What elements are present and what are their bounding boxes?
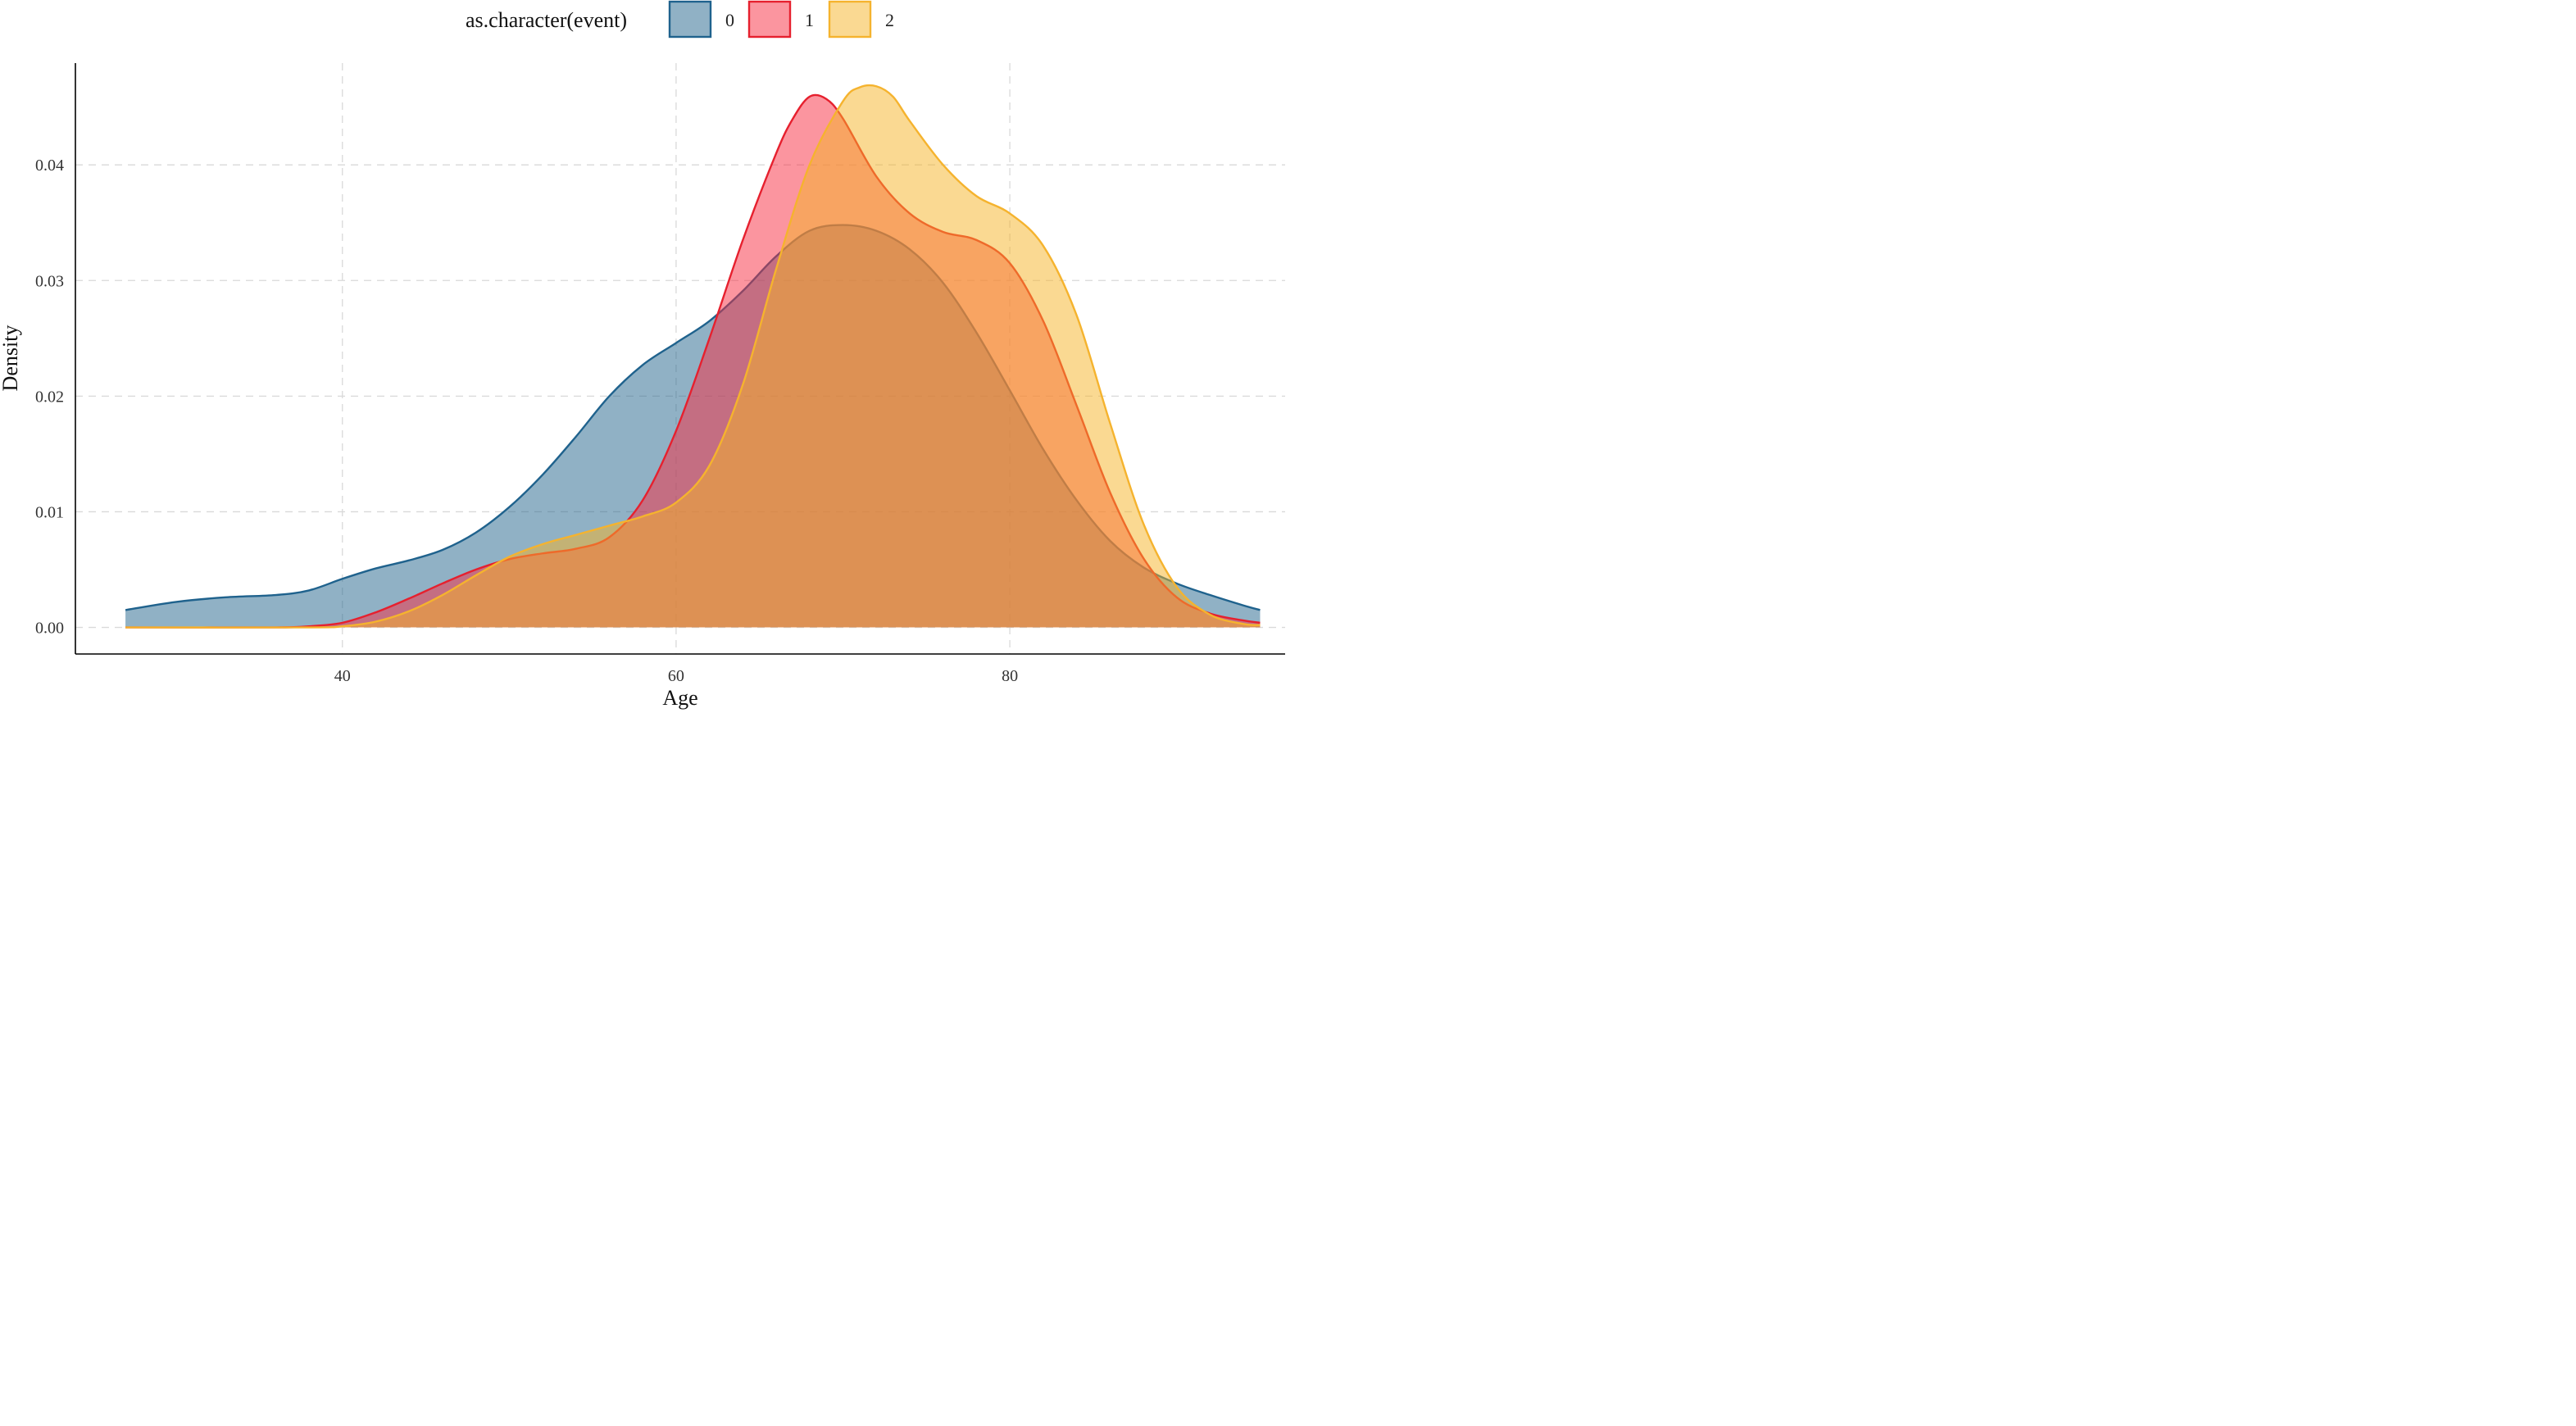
legend-label-2: 2 [885,10,894,30]
y-tick-label: 0.03 [35,272,64,290]
x-axis-title: Age [662,686,697,710]
y-ticks: 0.00 0.01 0.02 0.03 0.04 [35,157,64,637]
x-tick-label: 60 [668,667,684,685]
y-axis-title: Density [0,325,22,392]
density-line-2 [125,84,1261,629]
density-area-2 [125,85,1261,628]
y-tick-label: 0.00 [35,620,64,638]
x-ticks: 40 60 80 [334,667,1018,685]
x-tick-label: 80 [1002,667,1018,685]
x-tick-label: 40 [334,667,351,685]
legend-key-2 [828,0,872,39]
plot-area: 40 60 80 0.00 0.01 0.02 0.03 0.04 [35,63,1285,685]
legend: as.character(event) 0 1 2 [466,0,894,39]
legend-key-1 [747,0,792,39]
y-tick-label: 0.01 [35,503,64,521]
legend-key-0 [668,0,712,39]
legend-title: as.character(event) [466,8,627,32]
legend-label-0: 0 [725,10,734,30]
legend-entries: 0 1 2 [668,0,894,39]
legend-label-1: 1 [805,10,814,30]
series-layer [125,84,1261,629]
y-tick-label: 0.02 [35,388,64,406]
y-tick-label: 0.04 [35,157,64,175]
